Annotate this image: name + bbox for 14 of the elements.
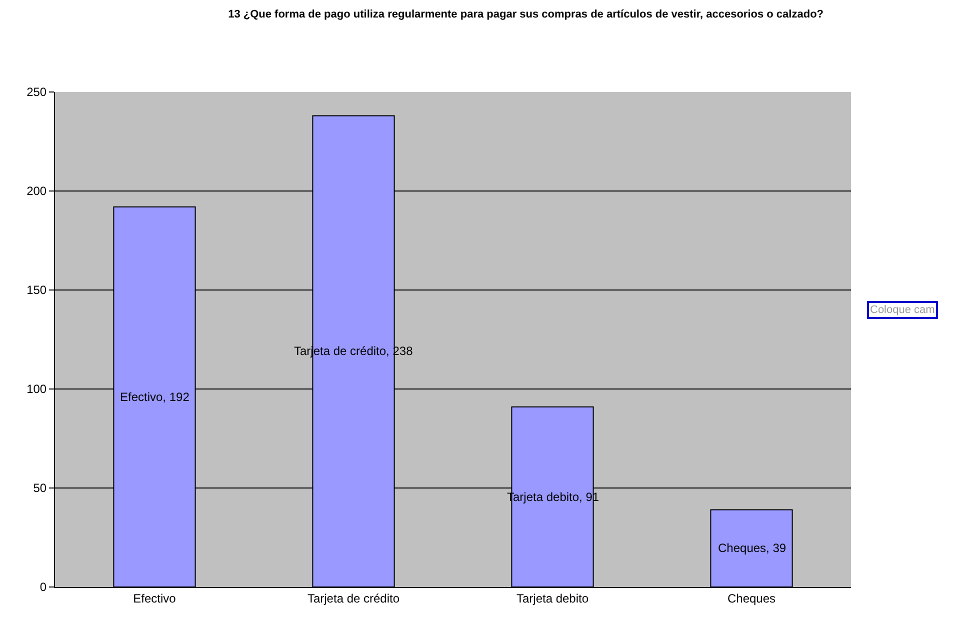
chart-title: 13 ¿Que forma de pago utiliza regularmente para pagar sus compras de artículos de vestir, accesorios o calzado? (228, 8, 824, 20)
y-tick-label: 0 (40, 580, 47, 594)
x-tick-label: Tarjeta de crédito (307, 591, 400, 606)
y-tick-label: 150 (26, 283, 47, 298)
x-tick-label: Cheques (727, 591, 776, 606)
data-label: Efectivo, 192 (120, 390, 190, 404)
y-tick-label: 100 (26, 382, 47, 396)
y-tick-label: 200 (26, 184, 47, 198)
y-tick-label: 50 (33, 481, 47, 496)
x-tick-label: Tarjeta debito (516, 591, 589, 606)
y-tick-label: 250 (26, 85, 47, 100)
data-label: Cheques, 39 (718, 541, 786, 555)
x-tick-label: Efectivo (133, 591, 176, 606)
text: Coloque cam (870, 304, 935, 316)
